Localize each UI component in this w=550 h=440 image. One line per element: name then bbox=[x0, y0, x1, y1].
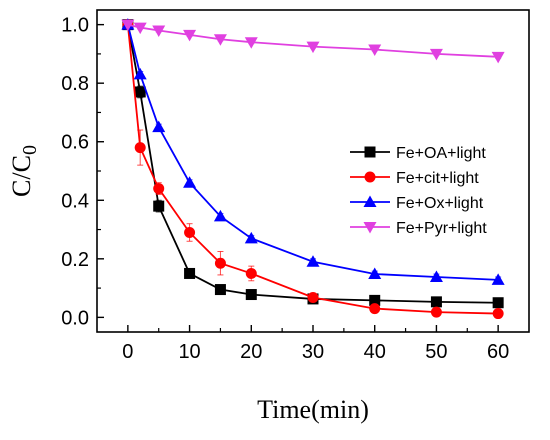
y-axis-title-sub: 0 bbox=[19, 145, 41, 155]
legend-item: Fe+cit+light bbox=[350, 170, 479, 187]
x-axis-title: Time(min) bbox=[257, 395, 369, 424]
x-tick-label: 60 bbox=[487, 341, 509, 363]
data-point bbox=[184, 226, 196, 238]
x-axis: 0 10 20 30 40 50 60 bbox=[122, 325, 509, 363]
series-line bbox=[126, 24, 499, 315]
y-tick-label: 0.4 bbox=[61, 190, 89, 212]
x-tick-label: 10 bbox=[178, 341, 200, 363]
data-point bbox=[121, 19, 135, 32]
data-point bbox=[184, 267, 196, 279]
legend: Fe+OA+light Fe+cit+light Fe+Ox+light Fe+Pyr… bbox=[350, 145, 487, 237]
y-axis: 0.0 0.2 0.4 0.6 0.8 1.0 bbox=[61, 15, 104, 329]
data-point bbox=[183, 176, 197, 188]
legend-item: Fe+Pyr+light bbox=[350, 220, 487, 237]
data-point bbox=[245, 267, 257, 279]
data-point bbox=[429, 48, 443, 61]
data-point bbox=[307, 291, 319, 303]
data-point bbox=[153, 183, 165, 195]
x-tick-label: 30 bbox=[302, 341, 324, 363]
legend-marker bbox=[364, 146, 376, 158]
x-tick-label: 50 bbox=[425, 341, 447, 363]
data-point bbox=[368, 267, 382, 280]
data-point bbox=[133, 67, 147, 80]
data-point bbox=[306, 41, 320, 54]
data-point bbox=[183, 29, 197, 42]
data-point bbox=[430, 296, 442, 308]
data-point bbox=[152, 120, 166, 133]
legend-marker bbox=[364, 171, 376, 183]
data-point bbox=[244, 37, 258, 49]
legend-item: Fe+OA+light bbox=[350, 145, 486, 162]
x-tick-label: 40 bbox=[364, 341, 386, 363]
series-line bbox=[126, 24, 499, 304]
series-Fe+Pyr+light bbox=[121, 19, 505, 64]
legend-label: Fe+cit+light bbox=[396, 170, 479, 187]
data-point bbox=[134, 86, 146, 98]
data-point bbox=[245, 289, 257, 301]
data-point bbox=[492, 297, 504, 309]
plot-area bbox=[121, 18, 505, 320]
data-point bbox=[491, 273, 505, 285]
y-tick-label: 1.0 bbox=[61, 15, 89, 37]
data-point bbox=[214, 284, 226, 296]
legend-item: Fe+Ox+light bbox=[350, 195, 484, 212]
legend-marker bbox=[363, 195, 377, 207]
data-point bbox=[368, 44, 382, 57]
data-point bbox=[430, 306, 442, 318]
data-point bbox=[213, 209, 227, 222]
x-tick-label: 0 bbox=[122, 341, 133, 363]
y-axis-title-main: C/C bbox=[7, 155, 36, 197]
y-tick-label: 0.8 bbox=[61, 73, 89, 95]
x-tick-label: 20 bbox=[240, 341, 262, 363]
legend-label: Fe+Ox+light bbox=[396, 195, 484, 212]
data-point bbox=[133, 22, 147, 35]
data-point bbox=[213, 34, 227, 46]
series-Fe+cit+light bbox=[122, 19, 504, 320]
data-point bbox=[369, 294, 381, 306]
legend-label: Fe+OA+light bbox=[396, 145, 486, 162]
legend-label: Fe+Pyr+light bbox=[396, 220, 487, 237]
data-point bbox=[492, 308, 504, 320]
data-point bbox=[152, 25, 166, 37]
data-point bbox=[134, 142, 146, 154]
legend-marker bbox=[363, 222, 377, 234]
data-point bbox=[306, 255, 320, 267]
data-point bbox=[429, 270, 443, 282]
data-point bbox=[244, 231, 258, 244]
series-line bbox=[126, 24, 499, 281]
y-tick-label: 0.2 bbox=[61, 249, 89, 271]
series-line bbox=[127, 23, 499, 58]
data-point bbox=[214, 257, 226, 269]
data-point bbox=[153, 200, 165, 212]
data-point bbox=[369, 303, 381, 315]
y-tick-label: 0.6 bbox=[61, 132, 89, 154]
data-point bbox=[491, 51, 505, 64]
y-tick-label: 0.0 bbox=[61, 307, 89, 329]
y-axis-title: C/C0 bbox=[7, 145, 41, 197]
series-Fe+Ox+light bbox=[121, 18, 505, 285]
